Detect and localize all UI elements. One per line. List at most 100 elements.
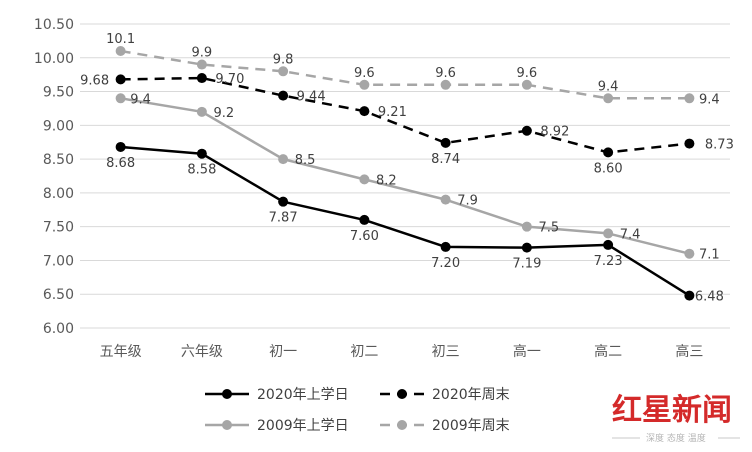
- data-point: [684, 138, 695, 149]
- x-tick-label: 高二: [594, 343, 622, 360]
- y-tick-label: 6.00: [43, 321, 74, 337]
- y-tick-label: 10.00: [34, 51, 74, 67]
- y-tick-label: 7.00: [43, 253, 74, 269]
- legend-label: 2009年周末: [432, 418, 510, 434]
- data-point: [196, 73, 207, 84]
- data-point: [359, 214, 370, 225]
- y-tick-label: 7.50: [43, 220, 74, 236]
- x-tick-label: 初二: [350, 343, 378, 360]
- data-label: 10.1: [106, 32, 135, 47]
- data-point: [278, 196, 289, 207]
- data-point: [440, 137, 451, 148]
- series-line-2: [120, 76, 690, 154]
- legend-label: 2020年上学日: [257, 387, 349, 403]
- data-point: [684, 248, 695, 259]
- y-tick-label: 9.00: [43, 118, 74, 134]
- data-point: [521, 221, 532, 232]
- data-point: [278, 154, 289, 165]
- legend-swatch-marker: [397, 420, 407, 430]
- data-point: [521, 125, 532, 136]
- y-tick-label: 9.50: [43, 85, 74, 101]
- data-label: 9.6: [435, 66, 456, 81]
- data-label: 7.60: [350, 229, 379, 244]
- data-point: [278, 90, 289, 101]
- data-label: 9.70: [215, 72, 244, 87]
- data-label: 9.9: [192, 46, 213, 61]
- data-point: [115, 46, 126, 57]
- series-line-1: [120, 145, 691, 297]
- data-point: [440, 241, 451, 252]
- data-label: 8.5: [295, 153, 316, 168]
- data-point: [603, 147, 614, 158]
- data-label: 9.2: [214, 106, 235, 121]
- watermark-logo: 红星新闻 深度 态度 温度: [612, 393, 740, 444]
- data-label: 7.4: [620, 227, 641, 242]
- data-label: 7.19: [512, 257, 541, 272]
- gridlines: [80, 23, 730, 329]
- x-tick-label: 初一: [269, 343, 297, 360]
- data-point: [603, 239, 614, 250]
- data-point: [278, 66, 289, 77]
- data-label: 7.20: [431, 256, 460, 271]
- series-line-3: [120, 97, 690, 255]
- watermark-subtitle: 深度 态度 温度: [646, 432, 706, 444]
- data-label: 9.8: [273, 52, 294, 67]
- series-line-4: [120, 49, 690, 100]
- data-point: [603, 93, 614, 104]
- data-label: 8.68: [106, 156, 135, 171]
- data-label: 9.6: [517, 66, 538, 81]
- data-label: 7.1: [699, 248, 720, 263]
- data-label: 7.9: [457, 194, 478, 209]
- data-label: 9.6: [354, 66, 375, 81]
- data-label: 9.21: [378, 105, 407, 120]
- legend-label: 2009年上学日: [257, 418, 349, 434]
- data-label: 7.5: [539, 221, 560, 236]
- data-label: 8.60: [594, 161, 623, 176]
- data-label: 8.2: [376, 173, 397, 188]
- data-label: 9.4: [598, 79, 619, 94]
- x-tick-label: 五年级: [100, 344, 142, 360]
- data-point: [521, 79, 532, 90]
- y-tick-label: 6.50: [43, 287, 74, 303]
- legend-label: 2020年周末: [432, 387, 510, 403]
- data-point: [196, 148, 207, 159]
- y-tick-label: 8.50: [43, 152, 74, 168]
- data-point: [521, 242, 532, 253]
- data-point: [359, 79, 370, 90]
- x-tick-label: 初三: [432, 343, 460, 360]
- series-group: 9.4 9.2 8.5 8.2 7.9 7.5 7.4 7.1 10.1 9.9 9.8 9.6 9.6…: [80, 32, 734, 305]
- data-label: 8.73: [705, 138, 734, 153]
- data-label: 9.4: [699, 92, 720, 107]
- data-point: [115, 74, 126, 85]
- legend-swatch-marker: [222, 420, 232, 430]
- data-point: [440, 79, 451, 90]
- data-label: 9.4: [130, 92, 151, 107]
- x-axis: 五年级 六年级 初一 初二 初三 高一 高二 高三: [100, 343, 704, 360]
- y-axis: 6.00 6.50 7.00 7.50 8.00 8.50 9.00 9.50 10.00 10.…: [34, 17, 74, 337]
- legend-swatch-marker: [222, 389, 232, 399]
- data-label: 8.92: [540, 125, 569, 140]
- data-point: [440, 194, 451, 205]
- x-tick-label: 六年级: [181, 344, 223, 360]
- data-point: [196, 59, 207, 70]
- legend-swatch-marker: [397, 389, 407, 399]
- data-label: 7.23: [594, 254, 623, 269]
- data-point: [115, 93, 126, 104]
- data-point: [196, 106, 207, 117]
- data-label: 9.68: [80, 73, 109, 88]
- data-point: [684, 93, 695, 104]
- x-tick-label: 高三: [675, 343, 703, 360]
- data-label: 7.87: [269, 211, 298, 226]
- y-tick-label: 8.00: [43, 186, 74, 202]
- x-tick-label: 高一: [513, 343, 541, 360]
- data-point: [115, 141, 126, 152]
- y-tick-label: 10.50: [34, 17, 74, 33]
- data-point: [603, 228, 614, 239]
- data-label: 6.48: [695, 290, 724, 305]
- data-label: 8.74: [431, 152, 460, 167]
- data-label: 9.44: [297, 90, 326, 105]
- watermark-title: 红星新闻: [612, 393, 732, 428]
- data-point: [359, 174, 370, 185]
- data-point: [359, 106, 370, 117]
